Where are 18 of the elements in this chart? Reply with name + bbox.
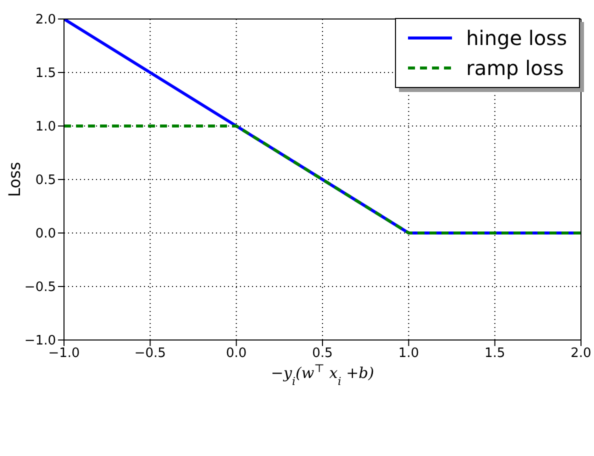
legend-label: hinge loss	[466, 26, 567, 50]
y-tick-label: −0.5	[24, 280, 56, 296]
x-tick-label: −0.5	[134, 346, 166, 362]
y-tick-label: 0.0	[35, 226, 56, 242]
legend-label: ramp loss	[466, 56, 564, 80]
x-tick-label: 1.5	[484, 346, 506, 362]
x-tick-label: 0.5	[312, 346, 333, 362]
y-axis-title: Loss	[5, 162, 24, 198]
y-tick-label: 1.0	[35, 120, 56, 135]
x-tick-label: −1.0	[48, 346, 80, 362]
y-tick-label: 1.5	[35, 66, 56, 82]
y-tick-label: 2.0	[35, 12, 56, 28]
y-tick-label: 0.5	[35, 173, 56, 188]
y-tick-label: −1.0	[24, 334, 56, 349]
x-axis-title: −y$_{i}$(w$^{⊤}$ x$_{i}$ +b)	[270, 362, 374, 388]
x-tick-label: 1.0	[398, 346, 420, 362]
x-tick-label: 2.0	[570, 346, 592, 362]
x-tick-label: 0.0	[226, 346, 247, 362]
